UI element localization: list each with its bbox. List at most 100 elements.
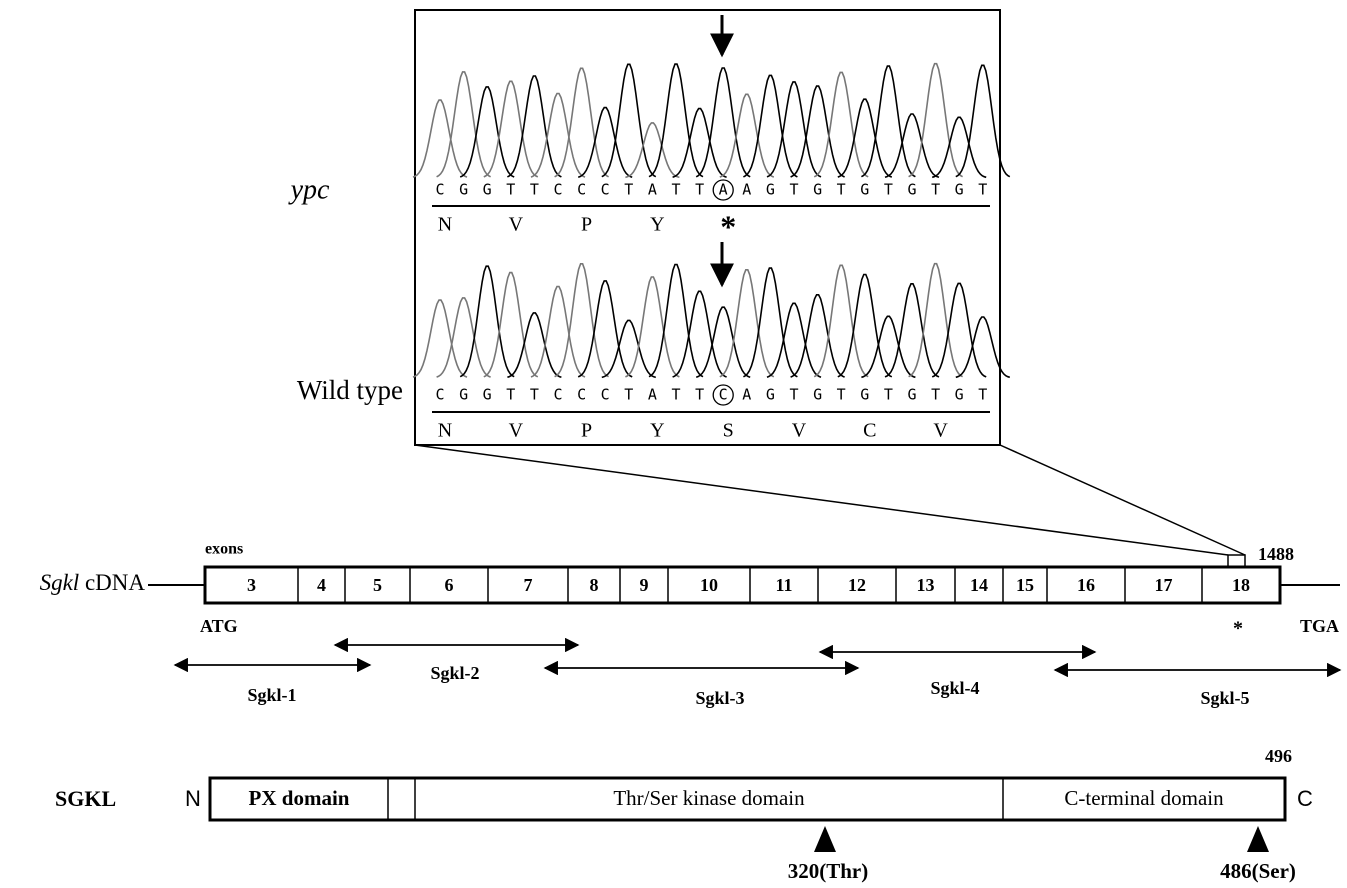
- base-letter: G: [813, 181, 822, 199]
- trace-peak: [932, 283, 986, 377]
- trace-peak: [531, 94, 585, 178]
- trace-peak: [507, 313, 561, 377]
- base-letter: A: [648, 386, 657, 404]
- base-letter: A: [742, 181, 751, 199]
- base-letter: T: [506, 386, 515, 404]
- trace-peak: [413, 100, 467, 177]
- amino-acid: C: [863, 420, 876, 442]
- trace-peak: [814, 265, 868, 376]
- base-letter: C: [719, 386, 728, 404]
- wild-type-label: Wild type: [297, 375, 403, 405]
- exons-label: exons: [205, 541, 243, 558]
- mutation-marker: *: [1233, 618, 1243, 640]
- ypc-label: ypc: [288, 174, 330, 205]
- figure: ypc Wild type Sgkl cDNA exons 1488 ATG *…: [0, 0, 1347, 888]
- base-letter: G: [459, 386, 468, 404]
- trace-peak: [460, 87, 514, 177]
- base-letter: T: [837, 386, 846, 404]
- site-label: 486(Ser): [1220, 859, 1296, 883]
- cdna-label: Sgkl cDNA: [40, 570, 146, 595]
- exon-label: 5: [373, 575, 382, 595]
- amplicon-label: Sgkl-1: [247, 685, 296, 705]
- domain-label: PX domain: [249, 786, 350, 810]
- base-letter: T: [837, 181, 846, 199]
- base-letter: T: [789, 181, 798, 199]
- exon-label: 6: [445, 575, 454, 595]
- site-marker: [814, 826, 836, 852]
- protein-length: 496: [1265, 746, 1292, 766]
- site-label: 320(Thr): [788, 859, 869, 883]
- exon-label: 11: [775, 575, 792, 595]
- base-letter: T: [884, 181, 893, 199]
- amino-acid: V: [933, 420, 948, 442]
- exon-label: 9: [640, 575, 649, 595]
- base-letter: C: [601, 181, 610, 199]
- zoom-bump: [1228, 555, 1245, 567]
- base-letter: C: [435, 386, 444, 404]
- base-letter: T: [931, 181, 940, 199]
- amplicon-label: Sgkl-2: [430, 663, 479, 683]
- base-letter: C: [553, 181, 562, 199]
- cdna-box: [205, 567, 1280, 603]
- amino-acid: N: [438, 214, 452, 236]
- base-letter: T: [695, 386, 704, 404]
- zoom-line: [1000, 445, 1245, 555]
- exon-label: 10: [700, 575, 718, 595]
- base-letter: G: [907, 181, 916, 199]
- trace-peak: [909, 264, 963, 377]
- gene-name: Sgkl: [40, 570, 80, 595]
- exon-label: 12: [848, 575, 866, 595]
- trace-peak: [791, 295, 845, 377]
- trace-peak: [531, 287, 585, 378]
- amino-acid: N: [438, 420, 452, 442]
- base-letter: G: [955, 181, 964, 199]
- exon-label: 18: [1232, 575, 1250, 595]
- exon-label: 7: [524, 575, 533, 595]
- trace-peak: [413, 300, 467, 377]
- trace-peak: [649, 265, 703, 377]
- domain-label: Thr/Ser kinase domain: [613, 786, 805, 810]
- trace-peak: [956, 65, 1010, 176]
- trace-peak: [578, 108, 632, 178]
- domain-label: C-terminal domain: [1064, 786, 1224, 810]
- base-letter: C: [553, 386, 562, 404]
- amino-acid: Y: [650, 214, 664, 236]
- trace-peak: [838, 99, 892, 177]
- base-letter: C: [577, 386, 586, 404]
- amplicon-label: Sgkl-3: [695, 688, 744, 708]
- start-codon: ATG: [200, 616, 238, 636]
- trace-peak: [861, 316, 915, 377]
- exon-label: 4: [317, 575, 326, 595]
- trace-peak: [649, 64, 703, 177]
- amplicon-label: Sgkl-5: [1200, 688, 1249, 708]
- inset-frame: [415, 10, 1000, 445]
- amino-acid: *: [720, 208, 736, 244]
- exon-label: 3: [247, 575, 256, 595]
- amino-acid: V: [792, 420, 807, 442]
- trace-peak: [885, 114, 939, 177]
- exon-label: 16: [1077, 575, 1095, 595]
- trace-peak: [673, 109, 727, 178]
- trace-peak: [673, 291, 727, 377]
- base-letter: C: [577, 181, 586, 199]
- base-letter: T: [884, 386, 893, 404]
- cdna-suffix: cDNA: [85, 570, 145, 595]
- base-letter: T: [624, 386, 633, 404]
- base-letter: T: [789, 386, 798, 404]
- base-letter: A: [742, 386, 751, 404]
- trace-peak: [602, 320, 656, 377]
- base-letter: T: [671, 386, 680, 404]
- base-letter: C: [601, 386, 610, 404]
- amino-acid: P: [581, 420, 592, 442]
- base-letter: G: [459, 181, 468, 199]
- exon-label: 13: [917, 575, 935, 595]
- base-letter: T: [978, 386, 987, 404]
- base-letter: G: [907, 386, 916, 404]
- trace-peak: [696, 307, 750, 377]
- amino-acid: P: [581, 214, 592, 236]
- base-letter: T: [695, 181, 704, 199]
- protein-name: SGKL: [55, 786, 116, 811]
- trace-peak: [767, 303, 821, 377]
- stop-codon: TGA: [1300, 616, 1339, 636]
- base-letter: A: [719, 181, 728, 199]
